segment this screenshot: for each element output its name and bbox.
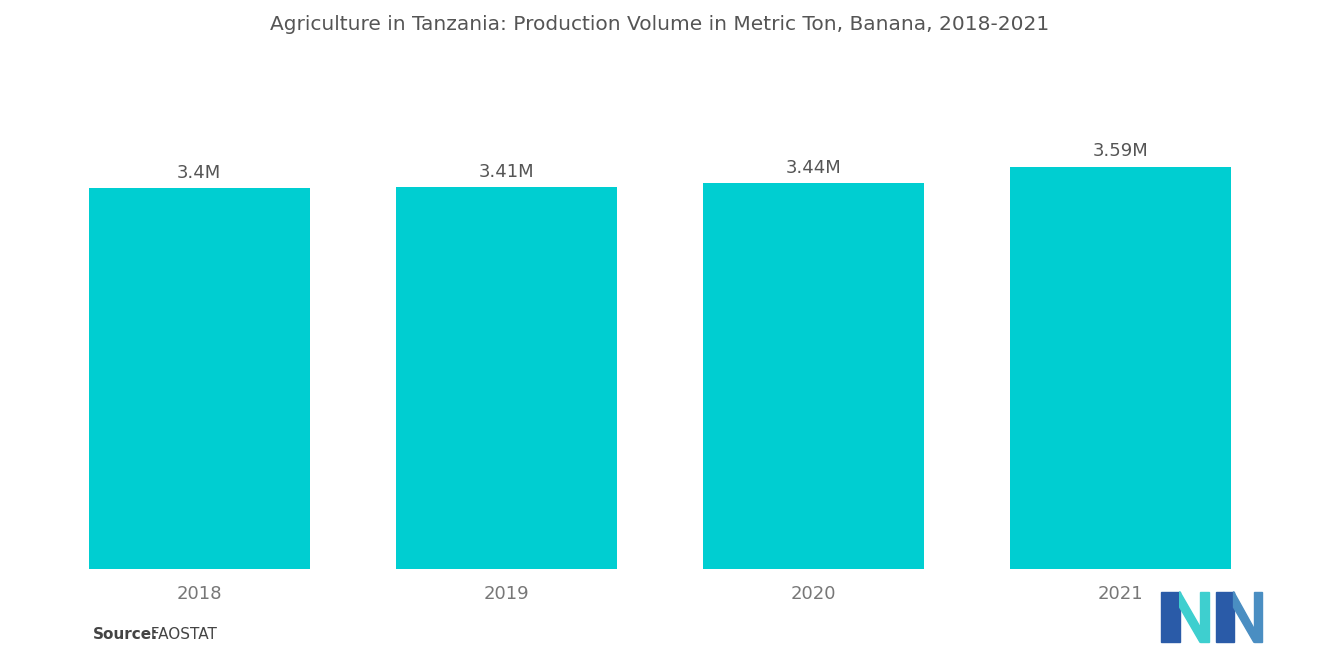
- Text: 3.44M: 3.44M: [785, 160, 841, 178]
- Polygon shape: [1180, 592, 1209, 642]
- Bar: [88, 188, 310, 569]
- Polygon shape: [1216, 592, 1233, 642]
- Polygon shape: [1160, 592, 1180, 642]
- Bar: [396, 187, 616, 569]
- Text: 3.4M: 3.4M: [177, 164, 222, 182]
- Polygon shape: [1254, 592, 1262, 642]
- Bar: [1010, 167, 1232, 569]
- Bar: [704, 184, 924, 569]
- Polygon shape: [1233, 592, 1262, 642]
- Title: Agriculture in Tanzania: Production Volume in Metric Ton, Banana, 2018-2021: Agriculture in Tanzania: Production Volu…: [271, 15, 1049, 34]
- Polygon shape: [1200, 592, 1209, 642]
- Text: 3.59M: 3.59M: [1093, 142, 1148, 160]
- Text: Source:: Source:: [92, 626, 158, 642]
- Text: FAOSTAT: FAOSTAT: [141, 626, 216, 642]
- Text: 3.41M: 3.41M: [479, 163, 535, 181]
